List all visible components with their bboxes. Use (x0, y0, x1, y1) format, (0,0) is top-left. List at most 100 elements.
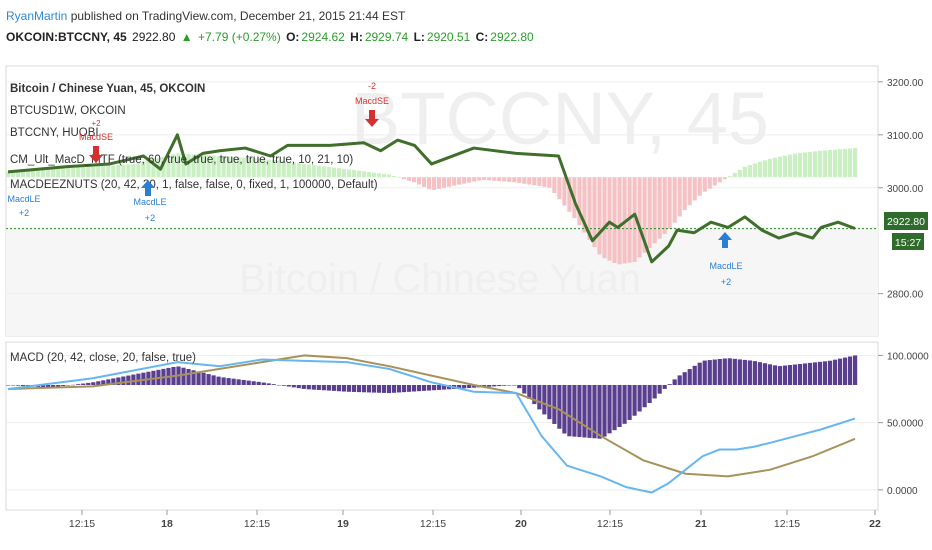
cm-macd-bar (361, 171, 367, 178)
macd-hist-bar (602, 385, 607, 437)
cm-macd-bar (316, 165, 321, 178)
price-pane[interactable]: BTCCNY, 45 Bitcoin / Chinese Yuan Bitcoi… (5, 65, 928, 337)
publish-info: published on TradingView.com, December 2… (70, 9, 406, 23)
macd-hist-bar (572, 385, 577, 437)
macd-pane-frame (5, 341, 879, 511)
cm-macd-bar (256, 158, 261, 178)
macd-hist-bar (492, 385, 497, 387)
macd-hist-bar (437, 385, 442, 390)
watermark-name: Bitcoin / Chinese Yuan (239, 257, 641, 301)
macd-hist-bar (246, 380, 251, 386)
cm-macd-bar (782, 155, 788, 178)
cm-macd-bar (432, 177, 437, 190)
cm-macd-bar (241, 157, 246, 178)
cm-macd-bar (642, 177, 647, 253)
cm-macd-bar (311, 165, 316, 178)
macd-hist-bar (547, 385, 552, 420)
time-axis[interactable]: 12:15 18 12:15 19 12:15 20 12:15 21 12:15 22 (69, 510, 881, 530)
macd-title[interactable]: MACD (20, 42, close, 20, false, true) (10, 352, 196, 364)
up-arrow-icon (141, 180, 155, 196)
cm-macd-bar (757, 161, 762, 178)
price-axis[interactable]: 3200.00 3100.00 3000.00 2800.00 (878, 78, 924, 301)
cm-macd-bar (21, 170, 26, 178)
macd-hist-bar (256, 381, 261, 386)
legend-cm-macd[interactable]: CM_Ult_MacD_MTF (true, 60, true, true, t… (10, 154, 353, 166)
last-price-badge: 2922.80 15:27 (884, 212, 928, 250)
macd-hist-bar (66, 385, 71, 386)
author-link[interactable]: RyanMartin (6, 9, 68, 23)
macd-hist-bar (853, 355, 858, 386)
cm-macd-bar (161, 156, 166, 178)
cm-macd-bar (291, 162, 296, 178)
macd-hist-bar (131, 374, 136, 386)
cm-macd-bar (336, 168, 341, 178)
cm-macd-bar (812, 151, 818, 178)
macd-hist-bar (697, 362, 702, 386)
cm-macd-bar (401, 177, 407, 180)
legend-huobi[interactable]: BTCCNY, HUOBI (10, 127, 99, 139)
open-label: O: (286, 30, 300, 44)
long-count-label-2: +2 (145, 213, 155, 223)
cm-macd-bar (487, 177, 492, 181)
macd-axis[interactable]: 100.0000 50.0000 0.0000 (878, 351, 929, 497)
cm-macd-bar (281, 161, 286, 178)
cm-macd-bar (341, 168, 346, 178)
macd-hist-bar (6, 385, 11, 386)
cm-macd-bar (171, 154, 176, 178)
cm-macd-bar (186, 154, 191, 178)
macd-hist-bar (687, 369, 692, 386)
macd-hist-bar (757, 362, 762, 386)
cm-macd-bar (837, 149, 843, 178)
macd-hist-bar (582, 385, 587, 438)
macd-hist-bar (847, 356, 853, 386)
cm-macd-bar (286, 161, 291, 178)
cm-macd-bar (51, 169, 56, 178)
cm-macd-bar (61, 168, 66, 178)
cm-macd-bar (637, 177, 642, 258)
macd-hist-bar (376, 385, 382, 393)
cm-macd-bar (16, 171, 21, 178)
cm-macd-bar (472, 177, 477, 182)
cm-macd-bar (582, 177, 587, 233)
macd-hist-bar (842, 357, 848, 386)
cm-macd-bar (96, 166, 101, 178)
cm-macd-bar (747, 165, 752, 178)
cm-macd-bar (462, 177, 467, 184)
cm-macd-bar (211, 155, 216, 178)
chart-area[interactable]: BTCCNY, 45 Bitcoin / Chinese Yuan Bitcoi… (0, 52, 932, 550)
high-value: 2929.74 (364, 30, 409, 44)
cm-macd-bar (296, 163, 301, 178)
macd-hist-bar (507, 385, 512, 386)
macd-hist-bar (692, 365, 697, 386)
macd-hist-bar (316, 385, 321, 390)
macd-hist-bar (467, 385, 472, 388)
legend-btcusd[interactable]: BTCUSD1W, OKCOIN (10, 105, 126, 117)
macd-hist-bar (286, 385, 291, 387)
cm-macd-bar (376, 173, 382, 178)
macd-hist-bar (351, 385, 357, 392)
macd-hist-bar (241, 379, 246, 386)
cm-macd-bar (537, 177, 542, 187)
chart-header: RyanMartin published on TradingView.com,… (0, 0, 932, 52)
cm-macd-bar (742, 166, 747, 178)
legend-macdeeznuts[interactable]: MACDEEZNUTS (20, 42, 20, 1, false, false… (10, 179, 378, 191)
macd-pane[interactable]: MACD (20, 42, close, 20, false, true) 10… (5, 341, 929, 511)
macd-hist-bar (311, 385, 316, 390)
legend-main[interactable]: Bitcoin / Chinese Yuan, 45, OKCOIN (10, 83, 205, 95)
cm-macd-bar (126, 164, 131, 178)
macd-hist-bar (772, 365, 778, 386)
cm-macd-bar (847, 148, 853, 178)
cm-macd-bar (842, 148, 848, 178)
cm-macd-bar (482, 177, 487, 180)
macd-hist-bar (11, 385, 16, 386)
open-value: 2924.62 (301, 30, 345, 44)
macd-hist-bar (126, 375, 131, 386)
cm-macd-bar (91, 166, 96, 178)
short-count-label-2: +2 (91, 119, 101, 128)
cm-macd-bar (792, 153, 798, 178)
short-marker-label-2: MacdSE (79, 132, 113, 142)
macd-hist-bar (777, 366, 783, 386)
cm-macd-bar (452, 177, 457, 186)
cm-macd-bar (111, 165, 116, 178)
cm-macd-bar (6, 171, 11, 178)
